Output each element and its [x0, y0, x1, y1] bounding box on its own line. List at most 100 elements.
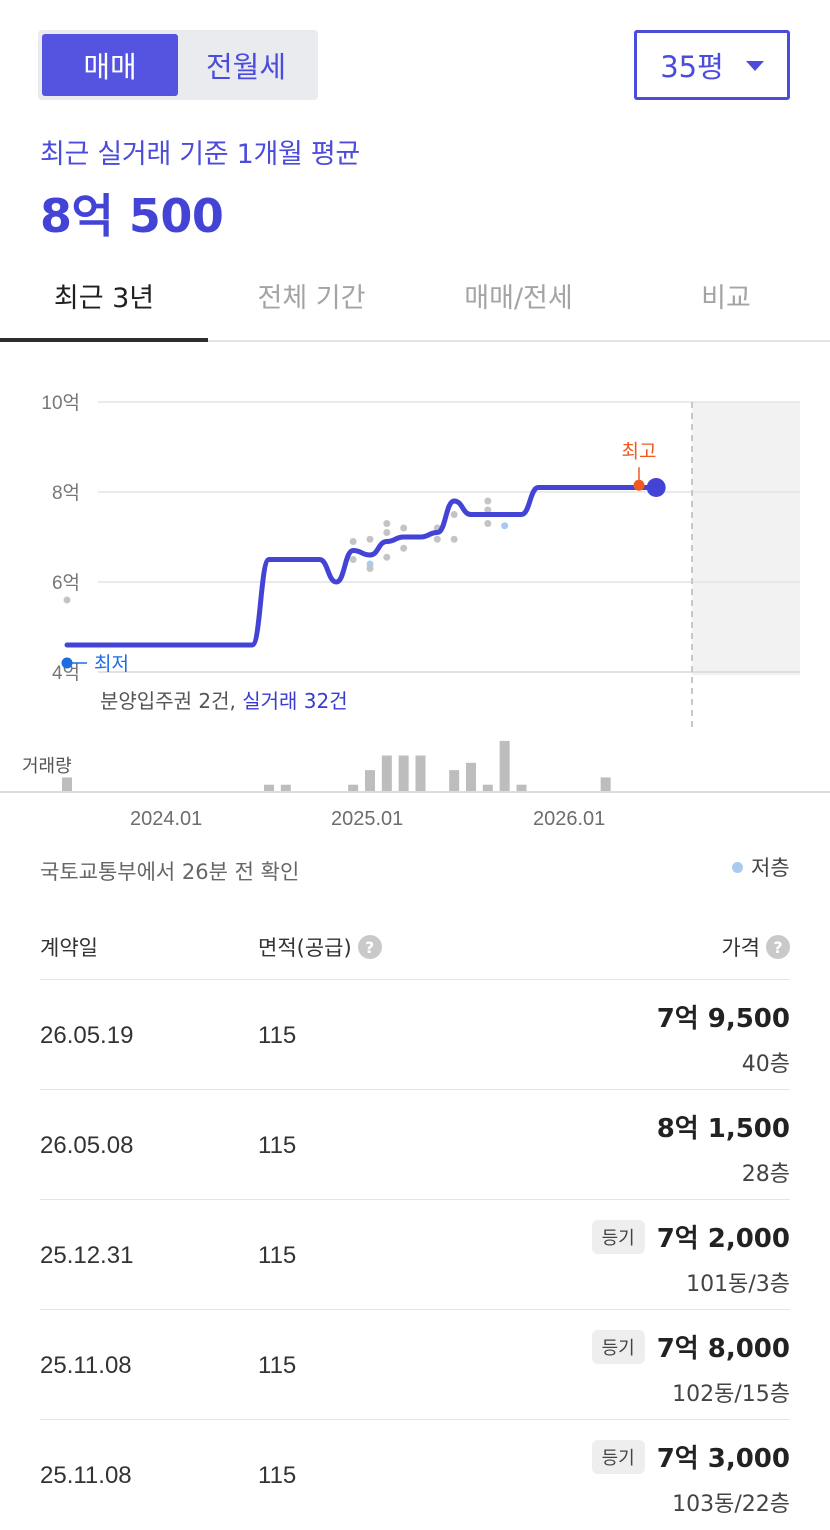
header-area: 면적(공급)? — [258, 932, 382, 962]
row-price: 7억 9,500 — [656, 1004, 790, 1034]
row-price-line: 7억 9,500 — [657, 998, 790, 1035]
real-trade-count: 실거래 32건 — [242, 689, 348, 713]
y-tick-label: 10억 — [41, 392, 80, 414]
tab-compare[interactable]: 비교 — [701, 282, 751, 314]
tab-all-period[interactable]: 전체 기간 — [257, 282, 366, 314]
y-tick-label: 4억 — [52, 662, 80, 684]
header-date: 계약일 — [40, 932, 98, 962]
transaction-dot — [450, 511, 458, 518]
row-area: 115 — [258, 1022, 297, 1049]
transaction-dot — [349, 538, 357, 545]
volume-bar — [600, 777, 611, 792]
row-area: 115 — [258, 1352, 297, 1379]
transaction-dot — [366, 565, 374, 572]
forecast-area — [692, 402, 800, 675]
registered-badge: 등기 — [591, 1219, 645, 1254]
low-floor-transaction-dot — [501, 522, 509, 530]
x-tick-label: 2024.01 — [130, 808, 203, 830]
help-icon[interactable]: ? — [766, 935, 790, 959]
header-price: 가격? — [721, 932, 790, 962]
transaction-dot — [484, 506, 492, 514]
transaction-dot — [433, 535, 441, 543]
registered-badge: 등기 — [591, 1329, 645, 1364]
table-row[interactable]: 25.11.08 115 등기 7억 3,000 103동/22층 — [40, 1420, 790, 1530]
size-dropdown[interactable]: 35평 — [634, 30, 790, 100]
volume-bar — [264, 784, 274, 792]
table-row[interactable]: 25.11.08 115 등기 7억 8,000 102동/15층 — [40, 1310, 790, 1420]
row-floor: 103동/22층 — [672, 1492, 790, 1517]
row-price-line: 등기 7억 3,000 — [591, 1438, 790, 1475]
row-price-line: 8억 1,500 — [657, 1108, 790, 1145]
volume-label: 거래량 — [22, 756, 72, 777]
table-header: 계약일 면적(공급)? 가격? — [40, 918, 790, 980]
volume-bar — [280, 784, 291, 792]
volume-bar — [365, 770, 375, 792]
header-area-label: 면적(공급) — [258, 936, 352, 960]
row-floor: 102동/15층 — [672, 1382, 790, 1407]
volume-bar — [62, 777, 72, 792]
row-floor: 40층 — [741, 1052, 790, 1077]
low-floor-legend-label: 저층 — [751, 856, 790, 880]
update-status: 국토교통부에서 26분 전 확인 — [40, 860, 300, 884]
transaction-dot — [366, 535, 374, 543]
period-tabs: 최근 3년 전체 기간 매매/전세 비교 — [0, 250, 830, 342]
row-price-line: 등기 7억 8,000 — [591, 1328, 790, 1365]
x-tick-label: 2025.01 — [331, 808, 404, 830]
header-price-label: 가격 — [721, 936, 760, 960]
volume-bar — [516, 784, 527, 792]
row-date: 25.11.08 — [40, 1352, 132, 1379]
y-tick-label: 8억 — [52, 482, 80, 504]
transaction-dot — [484, 497, 492, 505]
toggle-rent[interactable]: 전월세 — [205, 50, 287, 84]
transaction-dot — [450, 535, 458, 543]
row-date: 25.11.08 — [40, 1462, 132, 1489]
volume-bar — [348, 784, 359, 792]
volume-bar — [449, 770, 460, 792]
price-trend-line — [64, 485, 659, 648]
table-row[interactable]: 26.05.08 115 8억 1,500 28층 — [40, 1090, 790, 1200]
presale-count: 분양입주권 2건, — [100, 689, 243, 713]
volume-bar — [381, 755, 392, 792]
caret-down-icon — [745, 61, 764, 71]
table-row[interactable]: 26.05.19 115 7억 9,500 40층 — [40, 980, 790, 1090]
row-date: 25.12.31 — [40, 1242, 134, 1269]
transaction-dot — [484, 520, 492, 527]
average-label: 최근 실거래 기준 1개월 평균 — [40, 139, 360, 170]
transaction-dot — [63, 596, 71, 604]
row-area: 115 — [258, 1462, 297, 1489]
transaction-dot — [383, 553, 391, 561]
average-price: 8억 500 — [40, 189, 224, 243]
low-floor-legend: 저층 — [732, 852, 790, 882]
transaction-summary: 분양입주권 2건, 실거래 32건 — [100, 685, 348, 714]
transaction-dot — [400, 524, 408, 532]
transaction-dot — [349, 556, 357, 563]
tab-sale-vs-jeonse[interactable]: 매매/전세 — [464, 282, 573, 314]
row-floor: 28층 — [741, 1162, 790, 1187]
registered-badge: 등기 — [591, 1439, 645, 1474]
row-price: 8억 1,500 — [656, 1114, 790, 1144]
volume-bar — [482, 784, 493, 792]
volume-bar — [466, 762, 476, 792]
row-date: 26.05.19 — [40, 1022, 134, 1049]
toggle-sale[interactable]: 매매 — [42, 34, 178, 96]
price-chart[interactable]: 10억 8억 6억 4억 최고 최저 — [0, 350, 830, 830]
x-tick-label: 2026.01 — [533, 808, 606, 830]
high-label: 최고 — [622, 440, 657, 462]
transaction-dot — [383, 520, 391, 527]
row-price-line: 등기 7억 2,000 — [591, 1218, 790, 1255]
y-tick-label: 6억 — [52, 572, 80, 594]
help-icon[interactable]: ? — [357, 935, 382, 959]
row-price: 7억 3,000 — [656, 1444, 790, 1474]
tab-recent-3-years[interactable]: 최근 3년 — [0, 250, 208, 342]
row-price: 7억 2,000 — [656, 1224, 790, 1254]
row-area: 115 — [258, 1242, 297, 1269]
table-row[interactable]: 25.12.31 115 등기 7억 2,000 101동/3층 — [40, 1200, 790, 1310]
header-date-label: 계약일 — [40, 936, 98, 960]
transaction-dot — [383, 529, 391, 536]
size-dropdown-value: 35평 — [660, 50, 724, 84]
high-marker-dot — [633, 479, 645, 491]
volume-bar — [499, 740, 510, 792]
current-price-dot — [646, 478, 666, 497]
volume-bar — [398, 755, 409, 792]
